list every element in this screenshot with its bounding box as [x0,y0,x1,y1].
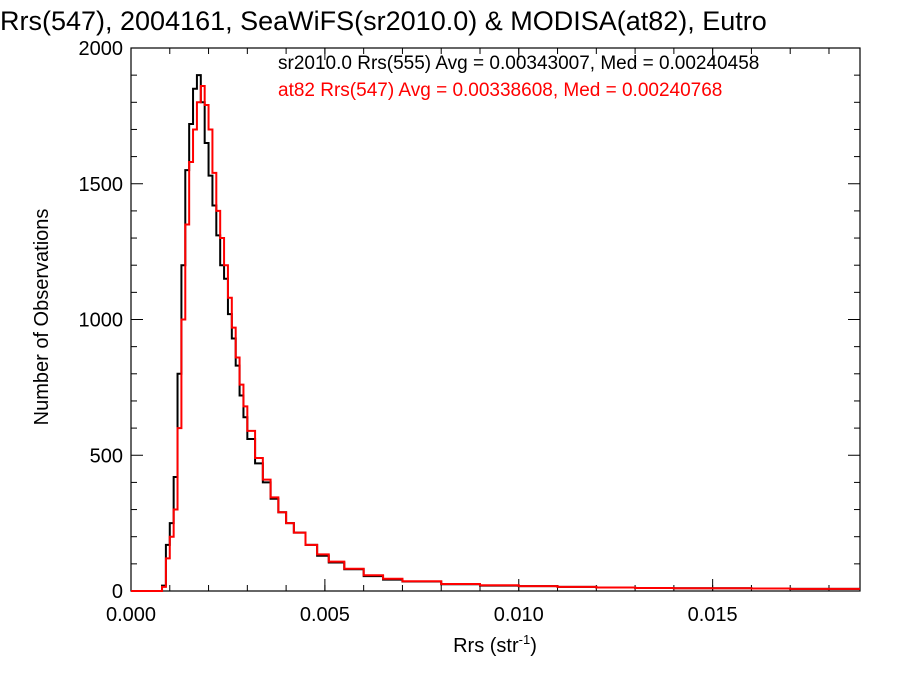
y-tick-label: 1500 [79,174,124,196]
x-tick-label: 0.010 [494,604,544,626]
y-axis-label: Number of Observations [31,209,53,426]
y-tick-label: 500 [90,445,123,467]
y-tick-label: 2000 [79,38,124,60]
x-tick-label: 0.015 [688,604,738,626]
plot-frame [130,47,861,592]
y-tick-label: 1000 [79,310,124,332]
chart-title: Rrs(547), 2004161, SeaWiFS(sr2010.0) & M… [0,6,767,36]
y-tick-label: 0 [112,581,123,603]
x-axis-label-close: ) [530,635,537,657]
x-axis-label: Rrs (str-1) [453,632,537,657]
x-tick-label: 0.005 [300,604,350,626]
series-line-sr2010 [131,74,860,592]
x-axis-label-text: Rrs (str [453,635,519,657]
series-line-at82 [131,85,860,592]
x-axis-label-superscript: -1 [519,632,531,647]
x-tick-label: 0.000 [106,604,156,626]
plot-area: 0.000 0.005 0.010 0.015 0 500 1000 1500 2000 [79,38,861,626]
legend-entry-sr2010: sr2010.0 Rrs(555) Avg = 0.00343007, Med … [278,53,759,74]
legend-entry-at82: at82 Rrs(547) Avg = 0.00338608, Med = 0.… [278,80,722,101]
